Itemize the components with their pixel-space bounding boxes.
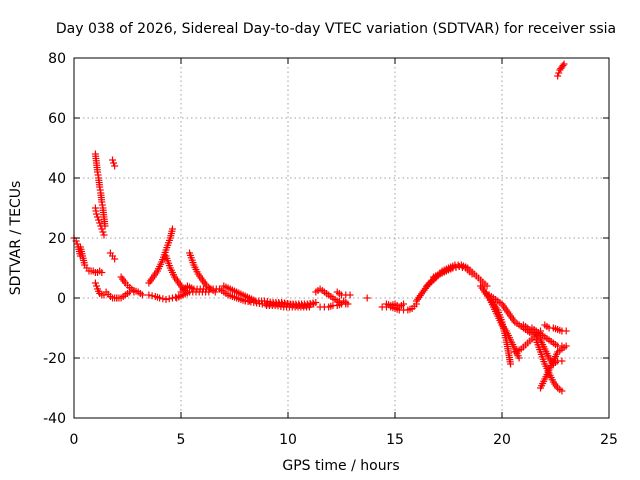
data-point <box>558 357 566 365</box>
data-point <box>312 299 320 306</box>
data-point <box>111 255 119 263</box>
data-point <box>138 291 146 299</box>
ticks-layer: 0 5 10 15 20 25 -40 -20 0 20 40 60 80 <box>43 51 618 448</box>
series-tail-19h-b <box>481 288 523 362</box>
y-tick-label: 80 <box>48 51 66 67</box>
series-high-cluster <box>554 60 568 80</box>
data-point <box>562 327 570 335</box>
series-arc-12h-b <box>335 297 352 308</box>
series-early-arc-c <box>89 267 106 276</box>
series-arc-2h <box>117 273 146 299</box>
data-point <box>76 252 84 260</box>
series-low-arc-3 <box>106 249 119 263</box>
x-tick-label: 10 <box>279 432 297 448</box>
data-point <box>168 225 176 233</box>
data-point <box>559 62 567 69</box>
data-point <box>94 213 102 221</box>
data-point <box>468 270 476 278</box>
data-point <box>558 387 566 395</box>
data-point <box>162 296 170 303</box>
x-axis-label: GPS time / hours <box>282 458 399 474</box>
series-spike-1 <box>91 150 109 230</box>
y-tick-label: 0 <box>57 291 66 307</box>
data-point <box>344 300 352 308</box>
data-point <box>91 279 99 287</box>
data-point <box>145 291 153 299</box>
data-point <box>159 295 167 303</box>
series-tail-21h-b <box>528 324 566 350</box>
data-point <box>111 162 119 170</box>
data-point <box>363 294 371 302</box>
series-mid-flat-c <box>263 302 313 311</box>
data-point <box>98 225 106 233</box>
data-point <box>148 292 156 300</box>
series-spike-3 <box>109 156 119 170</box>
series-arc-15h-b <box>382 300 408 311</box>
grid-layer <box>74 58 609 418</box>
data-point <box>515 354 523 362</box>
data-point <box>130 288 138 296</box>
series-arc-5h-c <box>173 288 213 302</box>
data-point <box>555 69 563 77</box>
y-tick-label: 40 <box>48 171 66 187</box>
y-tick-label: 20 <box>48 231 66 247</box>
series-hump-17h-c <box>430 263 470 281</box>
y-tick-label: -40 <box>43 411 66 427</box>
data-point <box>562 342 570 350</box>
data-point <box>73 240 81 248</box>
series-arc-12h <box>333 288 354 299</box>
data-point <box>305 303 313 311</box>
data-point <box>92 210 100 218</box>
data-point <box>462 264 470 272</box>
x-tick-label: 5 <box>177 432 186 448</box>
y-tick-label: 60 <box>48 111 66 127</box>
data-point <box>346 291 354 299</box>
series-arc-2h-b <box>113 288 138 302</box>
data-point <box>165 295 173 303</box>
data-point <box>452 263 460 271</box>
data-point <box>205 288 213 296</box>
data-point <box>95 216 103 224</box>
data-point <box>110 159 118 167</box>
x-tick-label: 20 <box>493 432 511 448</box>
data-point <box>400 300 408 308</box>
data-marks <box>70 60 570 395</box>
series-drop-4h <box>162 252 191 296</box>
x-tick-label: 15 <box>386 432 404 448</box>
data-point <box>483 282 491 290</box>
data-point <box>560 60 568 68</box>
series-spike-2 <box>91 204 108 239</box>
data-point <box>109 156 117 164</box>
x-tick-label: 25 <box>600 432 618 448</box>
data-point <box>458 263 466 271</box>
series-low-arc-1 <box>91 279 108 299</box>
data-point <box>156 294 164 302</box>
data-point <box>449 264 457 272</box>
data-point <box>100 231 108 239</box>
series-tail-19h-a <box>477 282 515 368</box>
x-tick-label: 0 <box>70 432 79 448</box>
data-point <box>507 360 515 368</box>
series-rise-4h <box>145 225 176 287</box>
series-tail-22h-e <box>541 321 570 335</box>
data-point <box>99 228 107 236</box>
data-point <box>92 282 100 290</box>
chart-title: Day 038 of 2026, Sidereal Day-to-day VTE… <box>56 21 616 37</box>
data-point <box>97 222 105 230</box>
data-point <box>554 72 562 80</box>
data-point <box>96 219 104 227</box>
data-point <box>98 269 106 276</box>
series-tail-21h-d <box>537 342 570 392</box>
data-point <box>455 263 463 270</box>
series-tail-21h-c <box>532 336 566 395</box>
y-tick-label: -20 <box>43 351 66 367</box>
series-isolated-13h <box>363 294 371 302</box>
series-low-arc-2 <box>102 288 123 302</box>
y-axis-label: SDTVAR / TECUs <box>8 181 24 296</box>
